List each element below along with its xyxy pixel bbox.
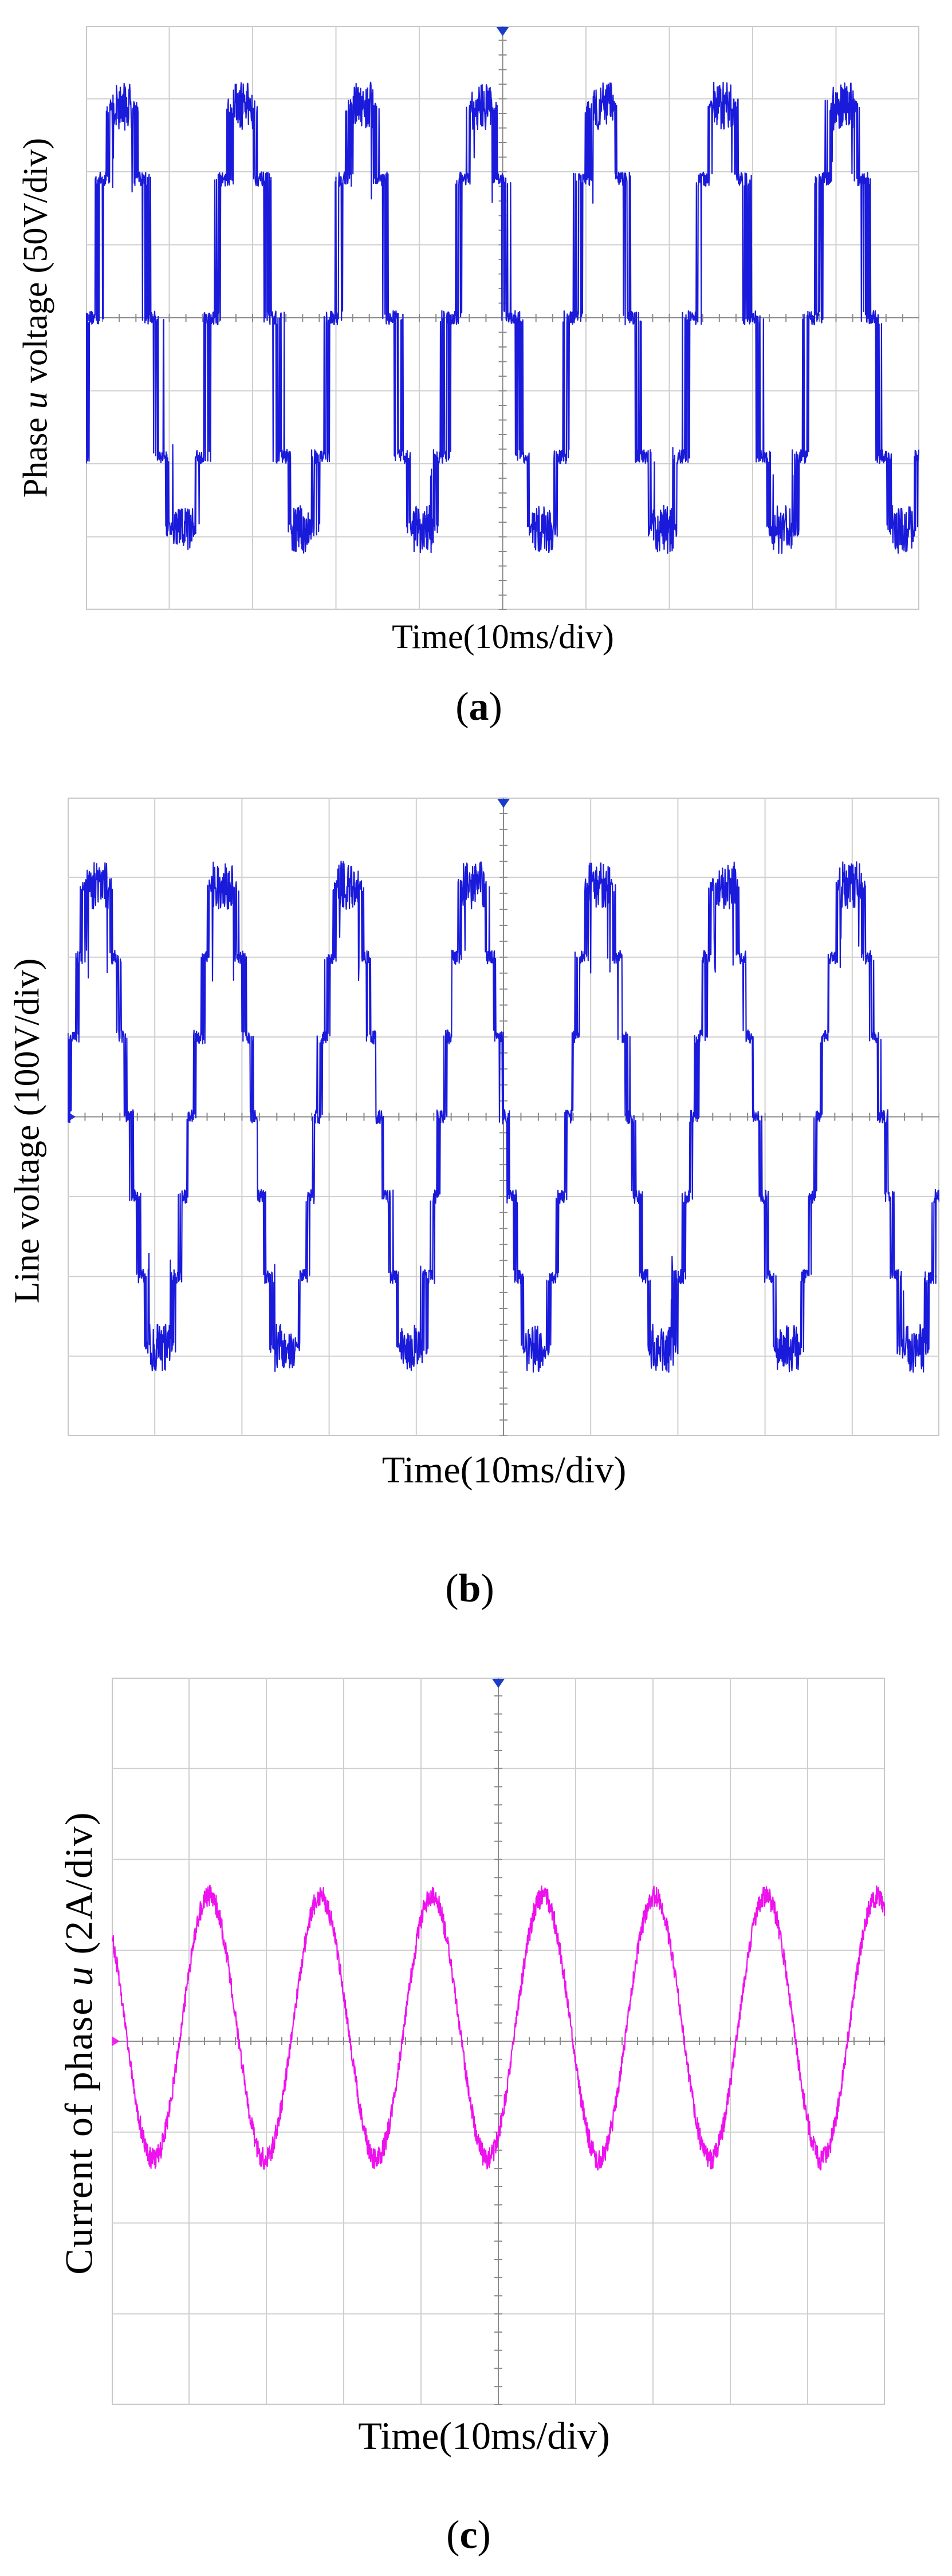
trace-b <box>68 861 939 1373</box>
trigger-marker-icon-c <box>492 1679 505 1688</box>
x-axis-label-b: Time(10ms/div) <box>381 1449 627 1491</box>
caption-c: (c) <box>446 2513 491 2557</box>
center-axes-c <box>112 1678 885 2405</box>
ground-marker-icon-c <box>112 2036 120 2046</box>
scope-screen-b <box>68 798 939 1436</box>
caption-a: (a) <box>455 685 502 729</box>
y-axis-label-c: Current of phase u (2A/div) <box>57 1811 101 2275</box>
x-axis-label-c: Time(10ms/div) <box>358 2414 610 2457</box>
trigger-marker-icon-b <box>497 799 510 808</box>
scope-screen-c <box>112 1678 885 2405</box>
y-axis-label-b: Line voltage (100V/div) <box>7 958 47 1304</box>
scope-screen-a <box>86 26 919 610</box>
trigger-marker-icon-a <box>496 27 509 36</box>
trace-a <box>86 81 919 554</box>
trace-c <box>112 1884 885 2171</box>
x-axis-label-a: Time(10ms/div) <box>392 618 614 656</box>
caption-b: (b) <box>445 1567 494 1611</box>
y-axis-label-a: Phase u voltage (50V/div) <box>16 137 54 498</box>
